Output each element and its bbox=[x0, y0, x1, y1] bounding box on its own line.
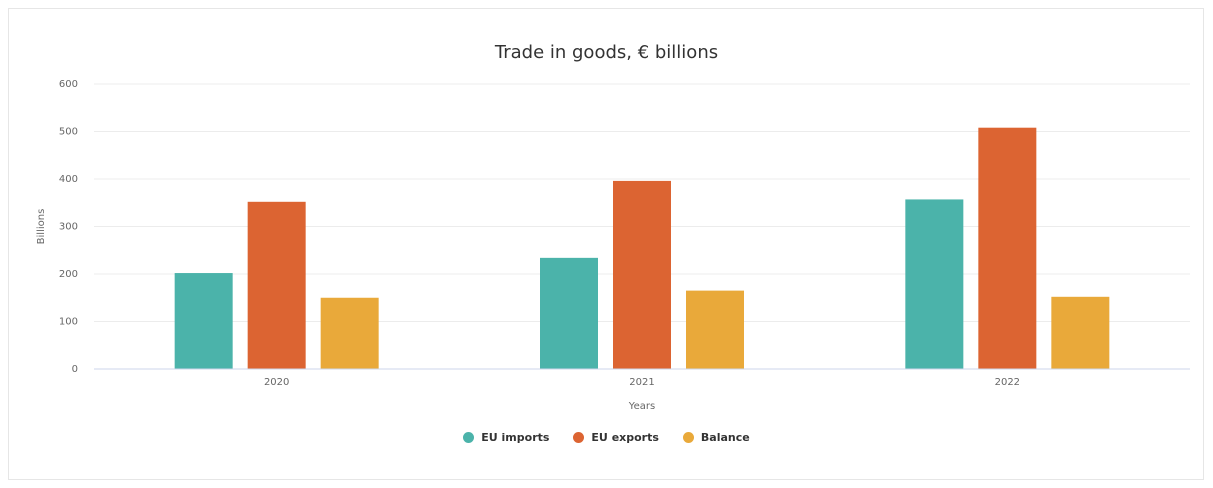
x-axis-ticks: 2020 2021 2022 bbox=[264, 377, 1020, 388]
bar-balance-2020[interactable] bbox=[320, 297, 379, 369]
legend-label: Balance bbox=[700, 431, 750, 444]
bar-eu-imports-2022[interactable] bbox=[905, 199, 964, 369]
x-axis-title: Years bbox=[628, 401, 655, 412]
legend-marker bbox=[573, 432, 585, 443]
y-tick-label: 400 bbox=[59, 174, 78, 185]
legend-label: EU exports bbox=[591, 431, 659, 444]
bar-balance-2021[interactable] bbox=[686, 290, 744, 369]
legend-label: EU imports bbox=[481, 431, 550, 444]
y-tick-label: 100 bbox=[59, 317, 78, 328]
y-axis-ticks: 0 100 200 300 400 500 600 bbox=[59, 79, 78, 375]
bar-eu-exports-2022[interactable] bbox=[978, 127, 1037, 369]
bars bbox=[174, 127, 1110, 369]
y-tick-label: 0 bbox=[72, 364, 78, 375]
y-tick-label: 500 bbox=[59, 127, 78, 138]
bar-eu-imports-2020[interactable] bbox=[174, 273, 233, 369]
y-tick-label: 300 bbox=[59, 222, 78, 233]
bar-balance-2022[interactable] bbox=[1051, 296, 1110, 369]
legend: EU imports EU exports Balance bbox=[0, 431, 1213, 444]
x-tick-label: 2021 bbox=[629, 377, 654, 388]
chart-title: Trade in goods, € billions bbox=[494, 42, 719, 63]
x-tick-label: 2022 bbox=[995, 377, 1020, 388]
legend-item-balance[interactable]: Balance bbox=[682, 431, 750, 444]
legend-item-eu-imports[interactable]: EU imports bbox=[463, 431, 549, 444]
legend-marker bbox=[682, 432, 694, 443]
legend-item-eu-exports[interactable]: EU exports bbox=[573, 431, 659, 444]
y-tick-label: 200 bbox=[59, 269, 78, 280]
x-tick-label: 2020 bbox=[264, 377, 289, 388]
legend-marker bbox=[463, 432, 475, 443]
bar-eu-imports-2021[interactable] bbox=[540, 257, 598, 369]
bar-eu-exports-2020[interactable] bbox=[247, 201, 306, 369]
y-tick-label: 600 bbox=[59, 79, 78, 90]
bar-eu-exports-2021[interactable] bbox=[613, 180, 671, 369]
y-axis-title: Billions bbox=[36, 209, 47, 245]
